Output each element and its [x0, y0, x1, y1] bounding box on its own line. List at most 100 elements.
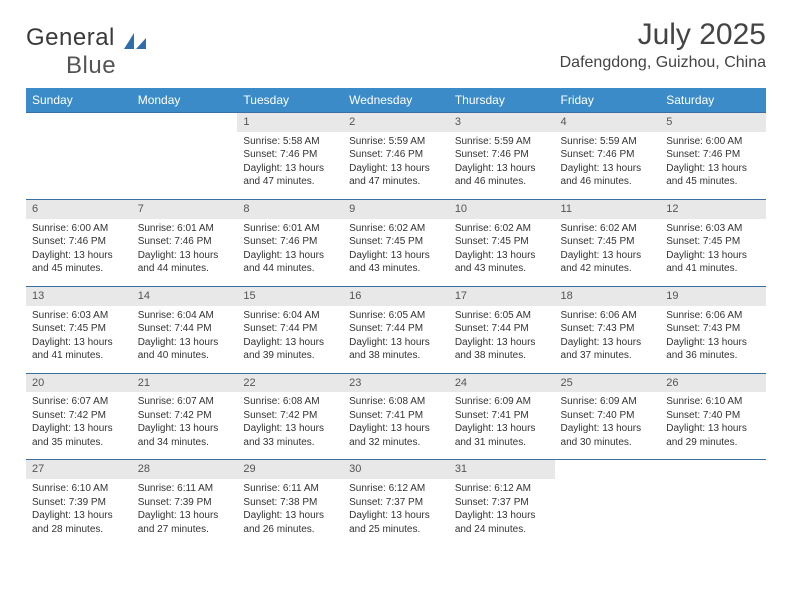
day-number — [132, 113, 238, 132]
sunrise-line: Sunrise: 6:11 AM — [243, 482, 337, 496]
sunset-line: Sunset: 7:41 PM — [455, 409, 549, 423]
day-number: 21 — [132, 374, 238, 393]
daylight-line: Daylight: 13 hours and 25 minutes. — [349, 509, 443, 536]
day-number: 17 — [449, 287, 555, 306]
sunset-line: Sunset: 7:39 PM — [138, 496, 232, 510]
calendar-table: SundayMondayTuesdayWednesdayThursdayFrid… — [26, 88, 766, 546]
calendar-day-cell: 13Sunrise: 6:03 AMSunset: 7:45 PMDayligh… — [26, 286, 132, 373]
day-number: 14 — [132, 287, 238, 306]
day-content: Sunrise: 6:04 AMSunset: 7:44 PMDaylight:… — [132, 306, 238, 373]
month-title: July 2025 — [560, 18, 766, 52]
day-content: Sunrise: 5:58 AMSunset: 7:46 PMDaylight:… — [237, 132, 343, 199]
day-content: Sunrise: 6:02 AMSunset: 7:45 PMDaylight:… — [449, 219, 555, 286]
sunset-line: Sunset: 7:39 PM — [32, 496, 126, 510]
day-number — [26, 113, 132, 132]
day-number: 9 — [343, 200, 449, 219]
calendar-day-cell: 17Sunrise: 6:05 AMSunset: 7:44 PMDayligh… — [449, 286, 555, 373]
sunset-line: Sunset: 7:43 PM — [666, 322, 760, 336]
sunset-line: Sunset: 7:42 PM — [243, 409, 337, 423]
daylight-line: Daylight: 13 hours and 47 minutes. — [243, 162, 337, 189]
daylight-line: Daylight: 13 hours and 31 minutes. — [455, 422, 549, 449]
day-number: 29 — [237, 460, 343, 479]
calendar-day-cell: 24Sunrise: 6:09 AMSunset: 7:41 PMDayligh… — [449, 373, 555, 460]
sunrise-line: Sunrise: 6:11 AM — [138, 482, 232, 496]
sunrise-line: Sunrise: 6:10 AM — [666, 395, 760, 409]
calendar-day-cell: 7Sunrise: 6:01 AMSunset: 7:46 PMDaylight… — [132, 199, 238, 286]
sunset-line: Sunset: 7:45 PM — [666, 235, 760, 249]
sunset-line: Sunset: 7:37 PM — [349, 496, 443, 510]
day-number: 11 — [555, 200, 661, 219]
day-number: 28 — [132, 460, 238, 479]
calendar-day-cell: 29Sunrise: 6:11 AMSunset: 7:38 PMDayligh… — [237, 460, 343, 546]
day-number: 4 — [555, 113, 661, 132]
day-number: 3 — [449, 113, 555, 132]
sunrise-line: Sunrise: 6:05 AM — [455, 309, 549, 323]
calendar-day-cell: 12Sunrise: 6:03 AMSunset: 7:45 PMDayligh… — [660, 199, 766, 286]
day-number: 25 — [555, 374, 661, 393]
calendar-day-cell — [132, 113, 238, 200]
calendar-day-cell — [555, 460, 661, 546]
day-number: 26 — [660, 374, 766, 393]
sunset-line: Sunset: 7:44 PM — [455, 322, 549, 336]
daylight-line: Daylight: 13 hours and 45 minutes. — [666, 162, 760, 189]
calendar-week-row: 6Sunrise: 6:00 AMSunset: 7:46 PMDaylight… — [26, 199, 766, 286]
daylight-line: Daylight: 13 hours and 27 minutes. — [138, 509, 232, 536]
daylight-line: Daylight: 13 hours and 44 minutes. — [138, 249, 232, 276]
day-number: 19 — [660, 287, 766, 306]
day-content: Sunrise: 6:10 AMSunset: 7:39 PMDaylight:… — [26, 479, 132, 546]
sunrise-line: Sunrise: 6:04 AM — [243, 309, 337, 323]
sunrise-line: Sunrise: 6:09 AM — [561, 395, 655, 409]
daylight-line: Daylight: 13 hours and 39 minutes. — [243, 336, 337, 363]
calendar-day-cell: 6Sunrise: 6:00 AMSunset: 7:46 PMDaylight… — [26, 199, 132, 286]
sunset-line: Sunset: 7:43 PM — [561, 322, 655, 336]
sunrise-line: Sunrise: 6:08 AM — [349, 395, 443, 409]
sunrise-line: Sunrise: 5:59 AM — [455, 135, 549, 149]
sunrise-line: Sunrise: 5:59 AM — [561, 135, 655, 149]
sunrise-line: Sunrise: 6:12 AM — [455, 482, 549, 496]
brand-part2: Blue — [66, 52, 116, 79]
sunset-line: Sunset: 7:44 PM — [349, 322, 443, 336]
day-content: Sunrise: 6:02 AMSunset: 7:45 PMDaylight:… — [555, 219, 661, 286]
daylight-line: Daylight: 13 hours and 47 minutes. — [349, 162, 443, 189]
sunrise-line: Sunrise: 6:09 AM — [455, 395, 549, 409]
daylight-line: Daylight: 13 hours and 36 minutes. — [666, 336, 760, 363]
weekday-header: Monday — [132, 88, 238, 113]
calendar-day-cell: 1Sunrise: 5:58 AMSunset: 7:46 PMDaylight… — [237, 113, 343, 200]
calendar-day-cell: 8Sunrise: 6:01 AMSunset: 7:46 PMDaylight… — [237, 199, 343, 286]
calendar-day-cell: 14Sunrise: 6:04 AMSunset: 7:44 PMDayligh… — [132, 286, 238, 373]
sunset-line: Sunset: 7:38 PM — [243, 496, 337, 510]
calendar-header-row: SundayMondayTuesdayWednesdayThursdayFrid… — [26, 88, 766, 113]
day-number: 8 — [237, 200, 343, 219]
day-content: Sunrise: 6:07 AMSunset: 7:42 PMDaylight:… — [132, 392, 238, 459]
day-content: Sunrise: 6:05 AMSunset: 7:44 PMDaylight:… — [449, 306, 555, 373]
sunset-line: Sunset: 7:42 PM — [32, 409, 126, 423]
day-content — [132, 132, 238, 159]
sunrise-line: Sunrise: 6:02 AM — [349, 222, 443, 236]
day-number — [555, 460, 661, 479]
calendar-day-cell: 21Sunrise: 6:07 AMSunset: 7:42 PMDayligh… — [132, 373, 238, 460]
calendar-day-cell: 20Sunrise: 6:07 AMSunset: 7:42 PMDayligh… — [26, 373, 132, 460]
sunrise-line: Sunrise: 6:01 AM — [243, 222, 337, 236]
daylight-line: Daylight: 13 hours and 45 minutes. — [32, 249, 126, 276]
calendar-day-cell: 28 Sunrise: 6:11 AMSunset: 7:39 PMDayligh… — [132, 460, 238, 546]
day-number: 23 — [343, 374, 449, 393]
calendar-day-cell: 31Sunrise: 6:12 AMSunset: 7:37 PMDayligh… — [449, 460, 555, 546]
sunrise-line: Sunrise: 6:00 AM — [32, 222, 126, 236]
sunrise-line: Sunrise: 6:05 AM — [349, 309, 443, 323]
sunrise-line: Sunrise: 5:59 AM — [349, 135, 443, 149]
sunset-line: Sunset: 7:45 PM — [32, 322, 126, 336]
day-number: 16 — [343, 287, 449, 306]
day-content: Sunrise: 6:07 AMSunset: 7:42 PMDaylight:… — [26, 392, 132, 459]
calendar-day-cell: 22Sunrise: 6:08 AMSunset: 7:42 PMDayligh… — [237, 373, 343, 460]
day-content: Sunrise: 6:00 AMSunset: 7:46 PMDaylight:… — [26, 219, 132, 286]
calendar-day-cell — [660, 460, 766, 546]
title-block: July 2025 Dafengdong, Guizhou, China — [560, 18, 766, 72]
daylight-line: Daylight: 13 hours and 28 minutes. — [32, 509, 126, 536]
daylight-line: Daylight: 13 hours and 38 minutes. — [455, 336, 549, 363]
daylight-line: Daylight: 13 hours and 32 minutes. — [349, 422, 443, 449]
daylight-line: Daylight: 13 hours and 43 minutes. — [349, 249, 443, 276]
sunrise-line: Sunrise: 6:03 AM — [32, 309, 126, 323]
sunset-line: Sunset: 7:46 PM — [243, 235, 337, 249]
sunset-line: Sunset: 7:45 PM — [455, 235, 549, 249]
day-number: 13 — [26, 287, 132, 306]
